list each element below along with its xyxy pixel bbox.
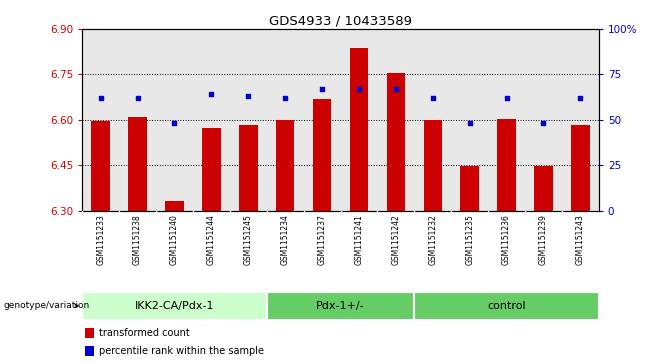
Text: transformed count: transformed count <box>99 328 190 338</box>
Point <box>132 95 143 101</box>
Bar <box>85 328 94 338</box>
Bar <box>534 166 553 211</box>
Text: GSM1151240: GSM1151240 <box>170 215 179 265</box>
Text: GSM1151232: GSM1151232 <box>428 215 438 265</box>
Bar <box>128 117 147 211</box>
Bar <box>387 73 405 211</box>
Point <box>243 93 253 99</box>
Text: GSM1151244: GSM1151244 <box>207 215 216 265</box>
Text: Pdx-1+/-: Pdx-1+/- <box>316 301 365 311</box>
Point <box>206 91 216 97</box>
Bar <box>350 48 368 211</box>
Text: GSM1151241: GSM1151241 <box>355 215 363 265</box>
Point <box>391 86 401 92</box>
Text: GSM1151238: GSM1151238 <box>133 215 142 265</box>
Text: GSM1151234: GSM1151234 <box>281 215 290 265</box>
Bar <box>571 125 590 211</box>
Text: percentile rank within the sample: percentile rank within the sample <box>99 346 264 356</box>
Bar <box>461 166 479 211</box>
Bar <box>415 292 599 320</box>
Bar <box>202 128 220 211</box>
Text: control: control <box>487 301 526 311</box>
Bar <box>266 292 415 320</box>
Text: GSM1151243: GSM1151243 <box>576 215 585 265</box>
Point <box>280 95 290 101</box>
Point <box>465 121 475 126</box>
Text: GSM1151237: GSM1151237 <box>318 215 326 265</box>
Bar <box>85 346 94 356</box>
Text: GSM1151239: GSM1151239 <box>539 215 548 265</box>
Text: GSM1151245: GSM1151245 <box>243 215 253 265</box>
Bar <box>91 121 110 211</box>
Point <box>538 121 549 126</box>
Text: genotype/variation: genotype/variation <box>3 301 89 310</box>
Bar <box>276 121 294 211</box>
Point <box>316 86 327 92</box>
Point <box>501 95 512 101</box>
Text: GSM1151236: GSM1151236 <box>502 215 511 265</box>
Bar <box>165 201 184 211</box>
Point <box>95 95 106 101</box>
Text: GSM1151233: GSM1151233 <box>96 215 105 265</box>
Point <box>575 95 586 101</box>
Text: GSM1151242: GSM1151242 <box>392 215 400 265</box>
Point <box>354 86 365 92</box>
Text: GSM1151235: GSM1151235 <box>465 215 474 265</box>
Title: GDS4933 / 10433589: GDS4933 / 10433589 <box>269 15 412 28</box>
Point <box>169 121 180 126</box>
Bar <box>82 292 266 320</box>
Point <box>428 95 438 101</box>
Bar <box>239 125 257 211</box>
Bar <box>313 99 331 211</box>
Text: IKK2-CA/Pdx-1: IKK2-CA/Pdx-1 <box>135 301 215 311</box>
Bar <box>497 119 516 211</box>
Bar <box>424 121 442 211</box>
